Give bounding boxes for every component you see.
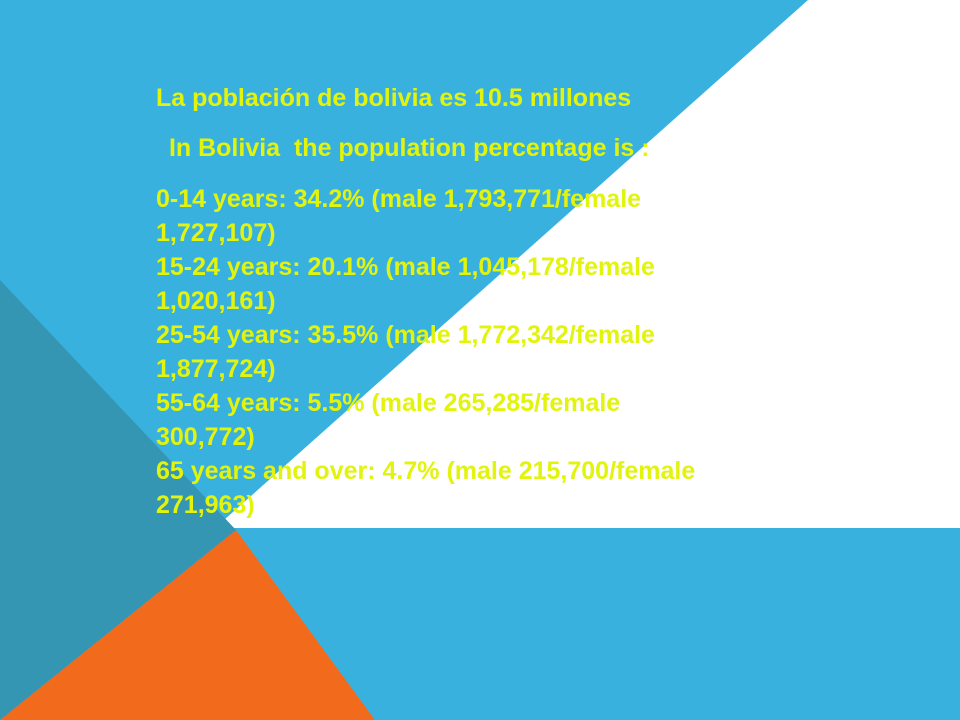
white-diagonal-panel xyxy=(215,0,960,528)
age-group-line: 0-14 years: 34.2% (male 1,793,771/female xyxy=(156,185,642,213)
population-breakdown: 0-14 years: 34.2% (male 1,793,771/female… xyxy=(156,182,796,522)
age-group-line: 65 years and over: 4.7% (male 215,700/fe… xyxy=(156,457,696,485)
age-group-line: 1,020,161) xyxy=(156,287,276,315)
slide-subtitle: In Bolivia the population percentage is … xyxy=(162,134,650,162)
slide-text-block: La población de bolivia es 10.5 millones… xyxy=(156,76,796,522)
age-group-line: 271,963) xyxy=(156,491,255,519)
age-group-line: 25-54 years: 35.5% (male 1,772,342/femal… xyxy=(156,321,655,349)
orange-bottom-triangle xyxy=(0,530,375,720)
age-group-line: 15-24 years: 20.1% (male 1,045,178/femal… xyxy=(156,253,655,281)
age-group-line: 300,772) xyxy=(156,423,255,451)
age-group-line: 1,877,724) xyxy=(156,355,276,383)
slide-title: La población de bolivia es 10.5 millones xyxy=(156,84,632,112)
age-group-line: 1,727,107) xyxy=(156,219,276,247)
teal-left-triangle xyxy=(0,280,236,720)
age-group-line: 55-64 years: 5.5% (male 265,285/female xyxy=(156,389,621,417)
